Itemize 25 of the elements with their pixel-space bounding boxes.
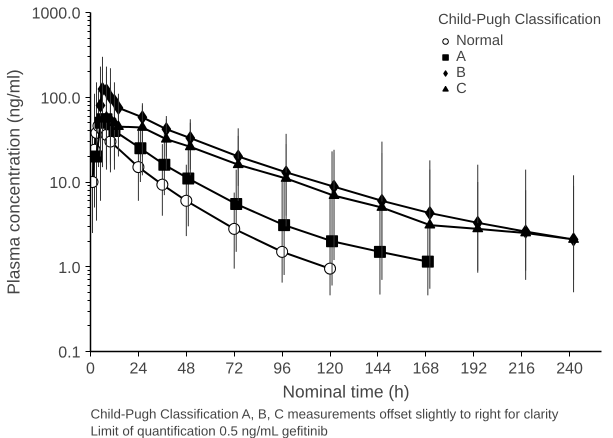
x-axis-title: Nominal time (h) — [282, 382, 410, 402]
x-tick-label: 96 — [273, 360, 292, 378]
x-tick-label: 168 — [412, 360, 440, 378]
text: Limit of quantification 0.5 ng/mL gefitinib — [90, 424, 328, 438]
y-tick-label: 1000.0 — [32, 6, 81, 22]
legend-title: Child-Pugh Classification — [438, 12, 601, 28]
y-axis-title: Plasma concentration (ng/ml) — [4, 69, 24, 295]
x-tick-label: 216 — [508, 360, 536, 378]
y-tick-label: 10.0 — [49, 175, 81, 192]
legend-label: B — [456, 65, 467, 81]
x-tick-label: 144 — [364, 360, 392, 378]
x-tick-label: 48 — [177, 360, 196, 378]
x-tick-label: 0 — [86, 360, 96, 378]
legend-label: A — [456, 49, 467, 65]
x-tick-label: 120 — [316, 360, 344, 378]
x-tick-label: 24 — [130, 360, 148, 378]
x-tick-label: 72 — [225, 360, 244, 378]
legend-label: Normal — [456, 33, 504, 49]
y-tick-label: 100.0 — [40, 90, 81, 108]
legend-label: C — [456, 81, 468, 97]
x-tick-label: 192 — [460, 360, 488, 378]
y-tick-label: 1.0 — [58, 260, 81, 277]
text: Child-Pugh Classification A, B, C measurements offset slightly to right for clarity — [90, 406, 559, 422]
x-tick-label: 240 — [556, 360, 584, 378]
y-tick-label: 0.1 — [58, 344, 81, 362]
